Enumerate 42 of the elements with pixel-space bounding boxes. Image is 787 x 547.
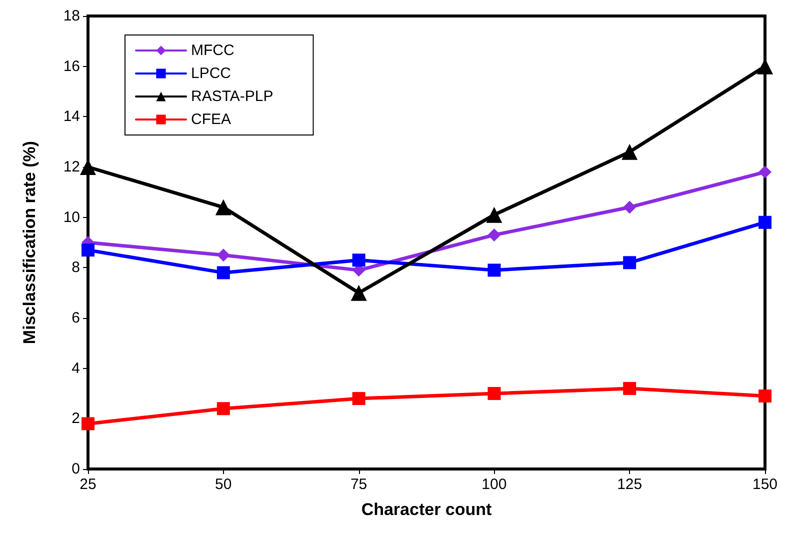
y-tick-label: 8 — [72, 259, 80, 276]
y-tick-label: 2 — [72, 410, 80, 428]
y-tick-label: 14 — [63, 108, 80, 126]
point — [486, 206, 502, 223]
point — [352, 392, 366, 406]
x-tick-label: 125 — [617, 476, 642, 493]
point — [488, 387, 501, 400]
y-tick-label: 6 — [72, 310, 80, 326]
x-tick-label: 100 — [482, 476, 507, 493]
point — [488, 228, 501, 242]
point — [350, 284, 367, 301]
y-tick-label: 12 — [63, 158, 80, 176]
legend-label: CFEA — [191, 111, 232, 128]
point — [216, 266, 230, 280]
point — [216, 402, 230, 416]
y-tick-label: 4 — [72, 360, 80, 377]
point — [216, 248, 230, 262]
point — [622, 144, 638, 160]
point — [758, 216, 772, 229]
point — [623, 382, 636, 395]
y-tick-label: 10 — [63, 208, 80, 226]
y-tick-label: 16 — [63, 58, 80, 75]
point — [623, 256, 636, 270]
x-tick-label: 50 — [215, 476, 232, 493]
y-tick-label: 18 — [63, 8, 80, 24]
y-axis-title: Misclassification rate (%) — [20, 140, 39, 344]
point — [352, 254, 366, 267]
x-axis-title: Character count — [361, 500, 492, 519]
x-tick-label: 25 — [80, 476, 96, 493]
legend-label: RASTA-PLP — [191, 88, 274, 105]
legend-label: MFCC — [191, 42, 234, 59]
point — [758, 166, 772, 179]
y-tick-label: 0 — [72, 460, 80, 478]
point — [623, 200, 636, 214]
point — [488, 264, 501, 277]
point — [215, 199, 232, 216]
x-tick-label: 75 — [350, 476, 368, 493]
legend-label: LPCC — [191, 65, 232, 82]
point — [758, 390, 772, 403]
x-tick-label: 150 — [752, 476, 778, 493]
point — [82, 244, 94, 257]
point — [82, 417, 94, 430]
